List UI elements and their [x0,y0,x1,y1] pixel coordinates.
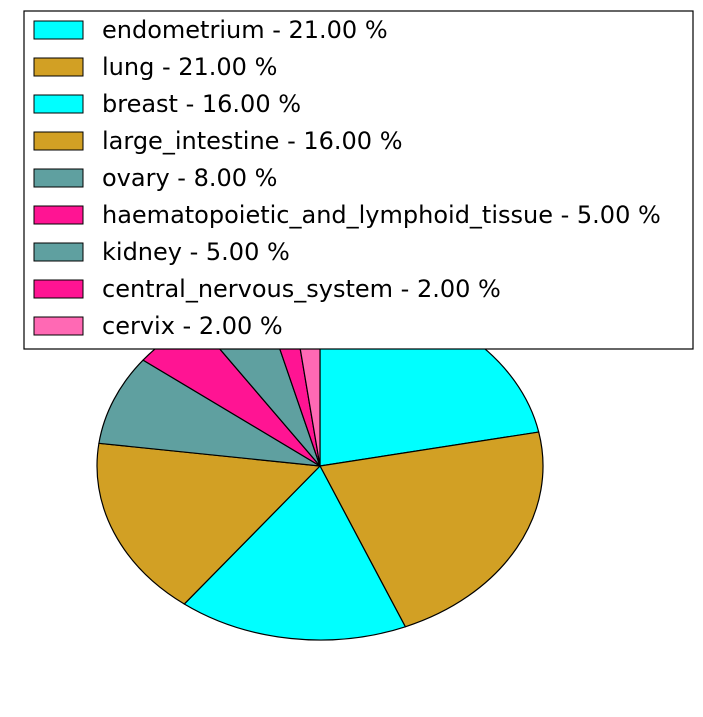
legend-label-7: central_nervous_system - 2.00 % [102,275,501,303]
legend-swatch-6 [33,242,84,262]
pie-slice-2 [183,465,406,641]
legend-label-2: breast - 16.00 % [102,90,301,118]
legend-swatch-2 [33,94,84,114]
legend-label-6: kidney - 5.00 % [102,238,290,266]
legend-swatch-8 [33,316,84,336]
legend-label-3: large_intestine - 16.00 % [102,127,403,155]
legend-swatch-3 [33,131,84,151]
legend-swatch-7 [33,279,84,299]
legend-label-5: haematopoietic_and_lymphoid_tissue - 5.0… [102,201,661,229]
legend-label-8: cervix - 2.00 % [102,312,283,340]
pie-slice-4 [98,359,321,467]
legend-label-4: ovary - 8.00 % [102,164,277,192]
legend-swatch-5 [33,205,84,225]
legend-swatch-0 [33,20,84,40]
pie-slice-3 [96,442,321,605]
legend-swatch-4 [33,168,84,188]
legend-box [23,10,694,350]
legend-label-0: endometrium - 21.00 % [102,16,388,44]
legend: endometrium - 21.00 % lung - 21.00 % breas… [23,10,694,350]
legend-label-1: lung - 21.00 % [102,53,277,81]
legend-swatch-1 [33,57,84,77]
pie-slice-1 [319,431,544,628]
